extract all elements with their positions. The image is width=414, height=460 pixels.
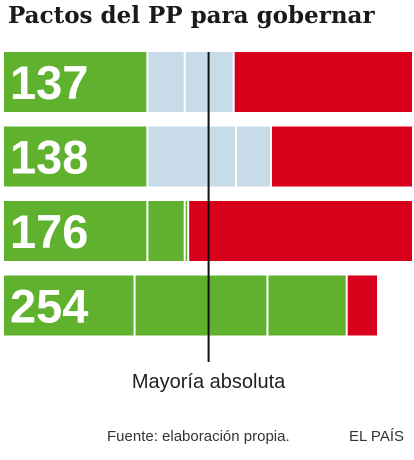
bar-segment-4-4 bbox=[346, 275, 378, 336]
bar-segment-1-4 bbox=[233, 52, 412, 112]
segment-divider bbox=[345, 275, 348, 336]
bar-segment-3-2 bbox=[147, 201, 185, 261]
chart-title: Pactos del PP para gobernar bbox=[8, 2, 375, 29]
seat-total-label: 176 bbox=[10, 205, 88, 258]
seat-total-label: 138 bbox=[10, 131, 88, 184]
source-note: Fuente: elaboración propia. bbox=[107, 428, 290, 445]
bar-segment-2-3 bbox=[235, 126, 271, 187]
segment-divider bbox=[146, 52, 149, 112]
bar-segment-4-2 bbox=[134, 275, 268, 336]
segment-divider bbox=[146, 201, 149, 261]
bar-segment-4-1 bbox=[4, 275, 135, 336]
bar-segment-3-1 bbox=[4, 201, 148, 261]
bar-segment-3-4 bbox=[188, 201, 412, 261]
bar-segment-2-4 bbox=[270, 126, 412, 187]
segment-divider bbox=[234, 126, 237, 187]
bar-segment-2-2 bbox=[147, 126, 236, 187]
publisher-label: EL PAÍS bbox=[348, 428, 404, 445]
segment-divider bbox=[232, 52, 235, 112]
segment-divider bbox=[133, 275, 136, 336]
bar-segment-4-3 bbox=[267, 275, 347, 336]
segment-divider bbox=[266, 275, 269, 336]
majority-label: Mayoría absoluta bbox=[132, 371, 286, 393]
segment-divider bbox=[146, 126, 149, 187]
bar-segment-1-2 bbox=[147, 52, 185, 112]
bar-segment-3-3 bbox=[184, 201, 189, 261]
bar-segment-2-1 bbox=[4, 126, 148, 187]
segment-divider bbox=[269, 126, 272, 187]
segment-divider bbox=[187, 201, 190, 261]
seat-total-label: 254 bbox=[10, 280, 88, 333]
seat-total-label: 137 bbox=[10, 56, 88, 109]
bar-segment-1-1 bbox=[4, 52, 148, 112]
segment-divider bbox=[183, 201, 186, 261]
segment-divider bbox=[183, 52, 186, 112]
